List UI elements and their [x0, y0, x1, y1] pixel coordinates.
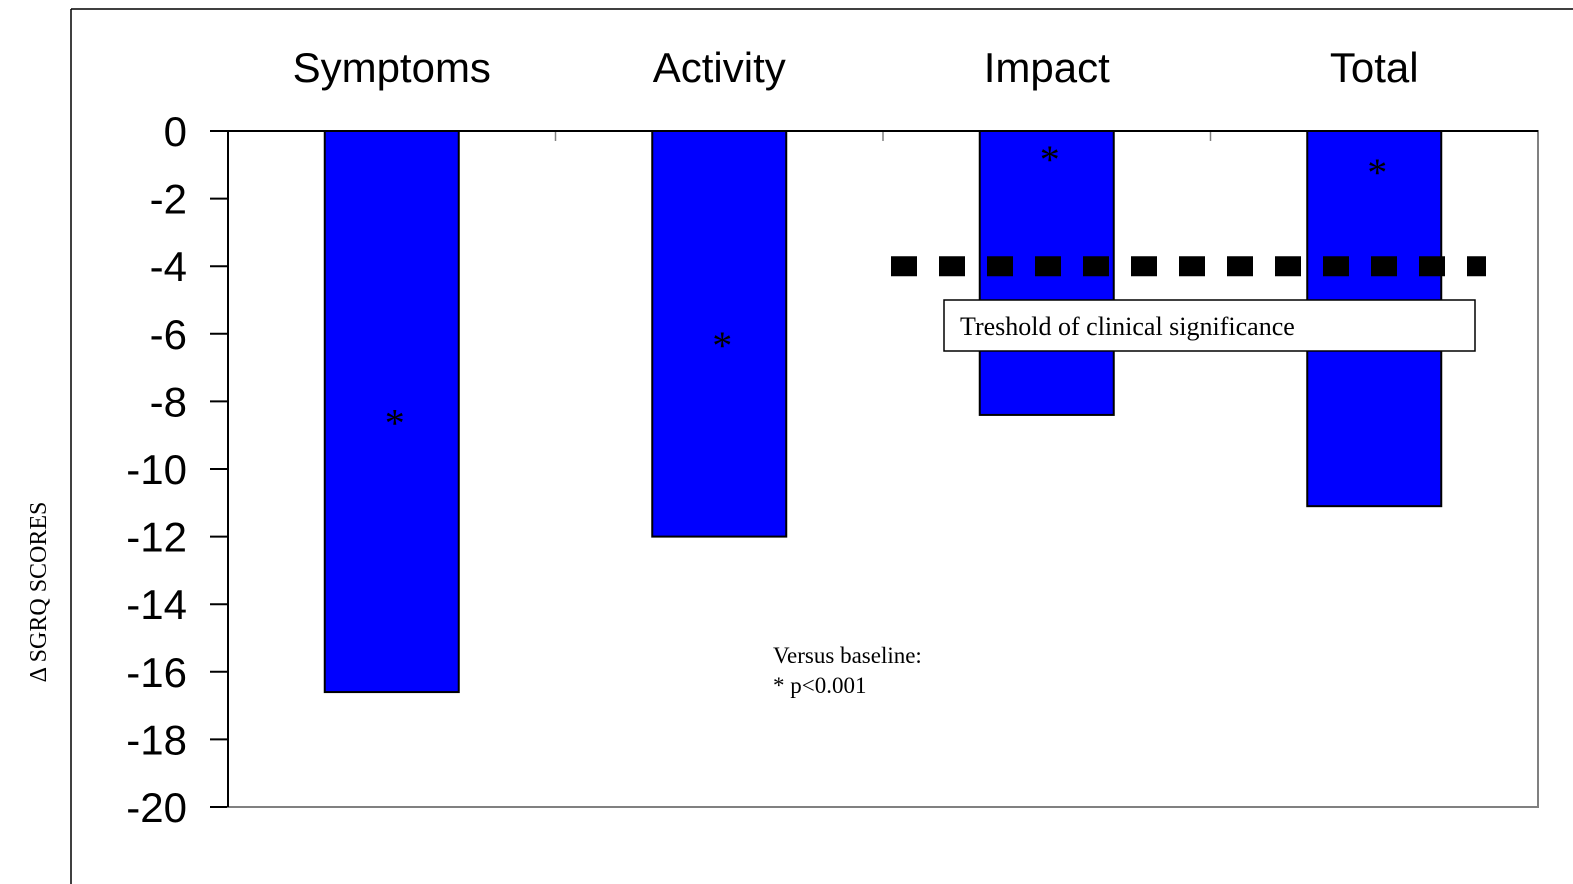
y-tick-label: -16 — [126, 649, 187, 696]
bar-activity — [651, 130, 788, 538]
category-label: Total — [1330, 44, 1419, 91]
threshold-legend-label: Treshold of clinical significance — [960, 312, 1295, 341]
category-label: Impact — [984, 44, 1110, 91]
bars — [323, 130, 1443, 694]
y-tick-label: 0 — [164, 108, 187, 155]
y-tick-label: -20 — [126, 784, 187, 831]
significance-mark: * — [1367, 150, 1387, 195]
category-labels: Symptoms Activity Impact Total — [293, 44, 1419, 91]
significance-mark: * — [1040, 137, 1060, 182]
threshold-legend-box — [943, 299, 1476, 352]
significance-mark: * — [385, 401, 405, 446]
annotation-line-2: * p<0.001 — [773, 673, 866, 698]
significance-marks: * * * * — [385, 137, 1388, 446]
y-tick-label: -2 — [150, 176, 187, 223]
category-label: Symptoms — [293, 44, 491, 91]
y-ticks: 0 -2 -4 -6 -8 -10 -12 -14 -16 -18 -20 — [126, 108, 1212, 831]
significance-mark: * — [712, 323, 732, 368]
annotation-line-1: Versus baseline: — [773, 643, 922, 668]
y-tick-label: -18 — [126, 716, 187, 763]
y-tick-label: -8 — [150, 378, 187, 425]
y-tick-label: -10 — [126, 446, 187, 493]
bar-symptoms — [323, 130, 460, 694]
y-tick-label: -12 — [126, 514, 187, 561]
y-axis-label: Δ SGRQ SCORES — [26, 502, 52, 683]
y-tick-label: -6 — [150, 311, 187, 358]
y-tick-label: -4 — [150, 243, 187, 290]
category-label: Activity — [653, 44, 786, 91]
y-tick-label: -14 — [126, 581, 187, 628]
